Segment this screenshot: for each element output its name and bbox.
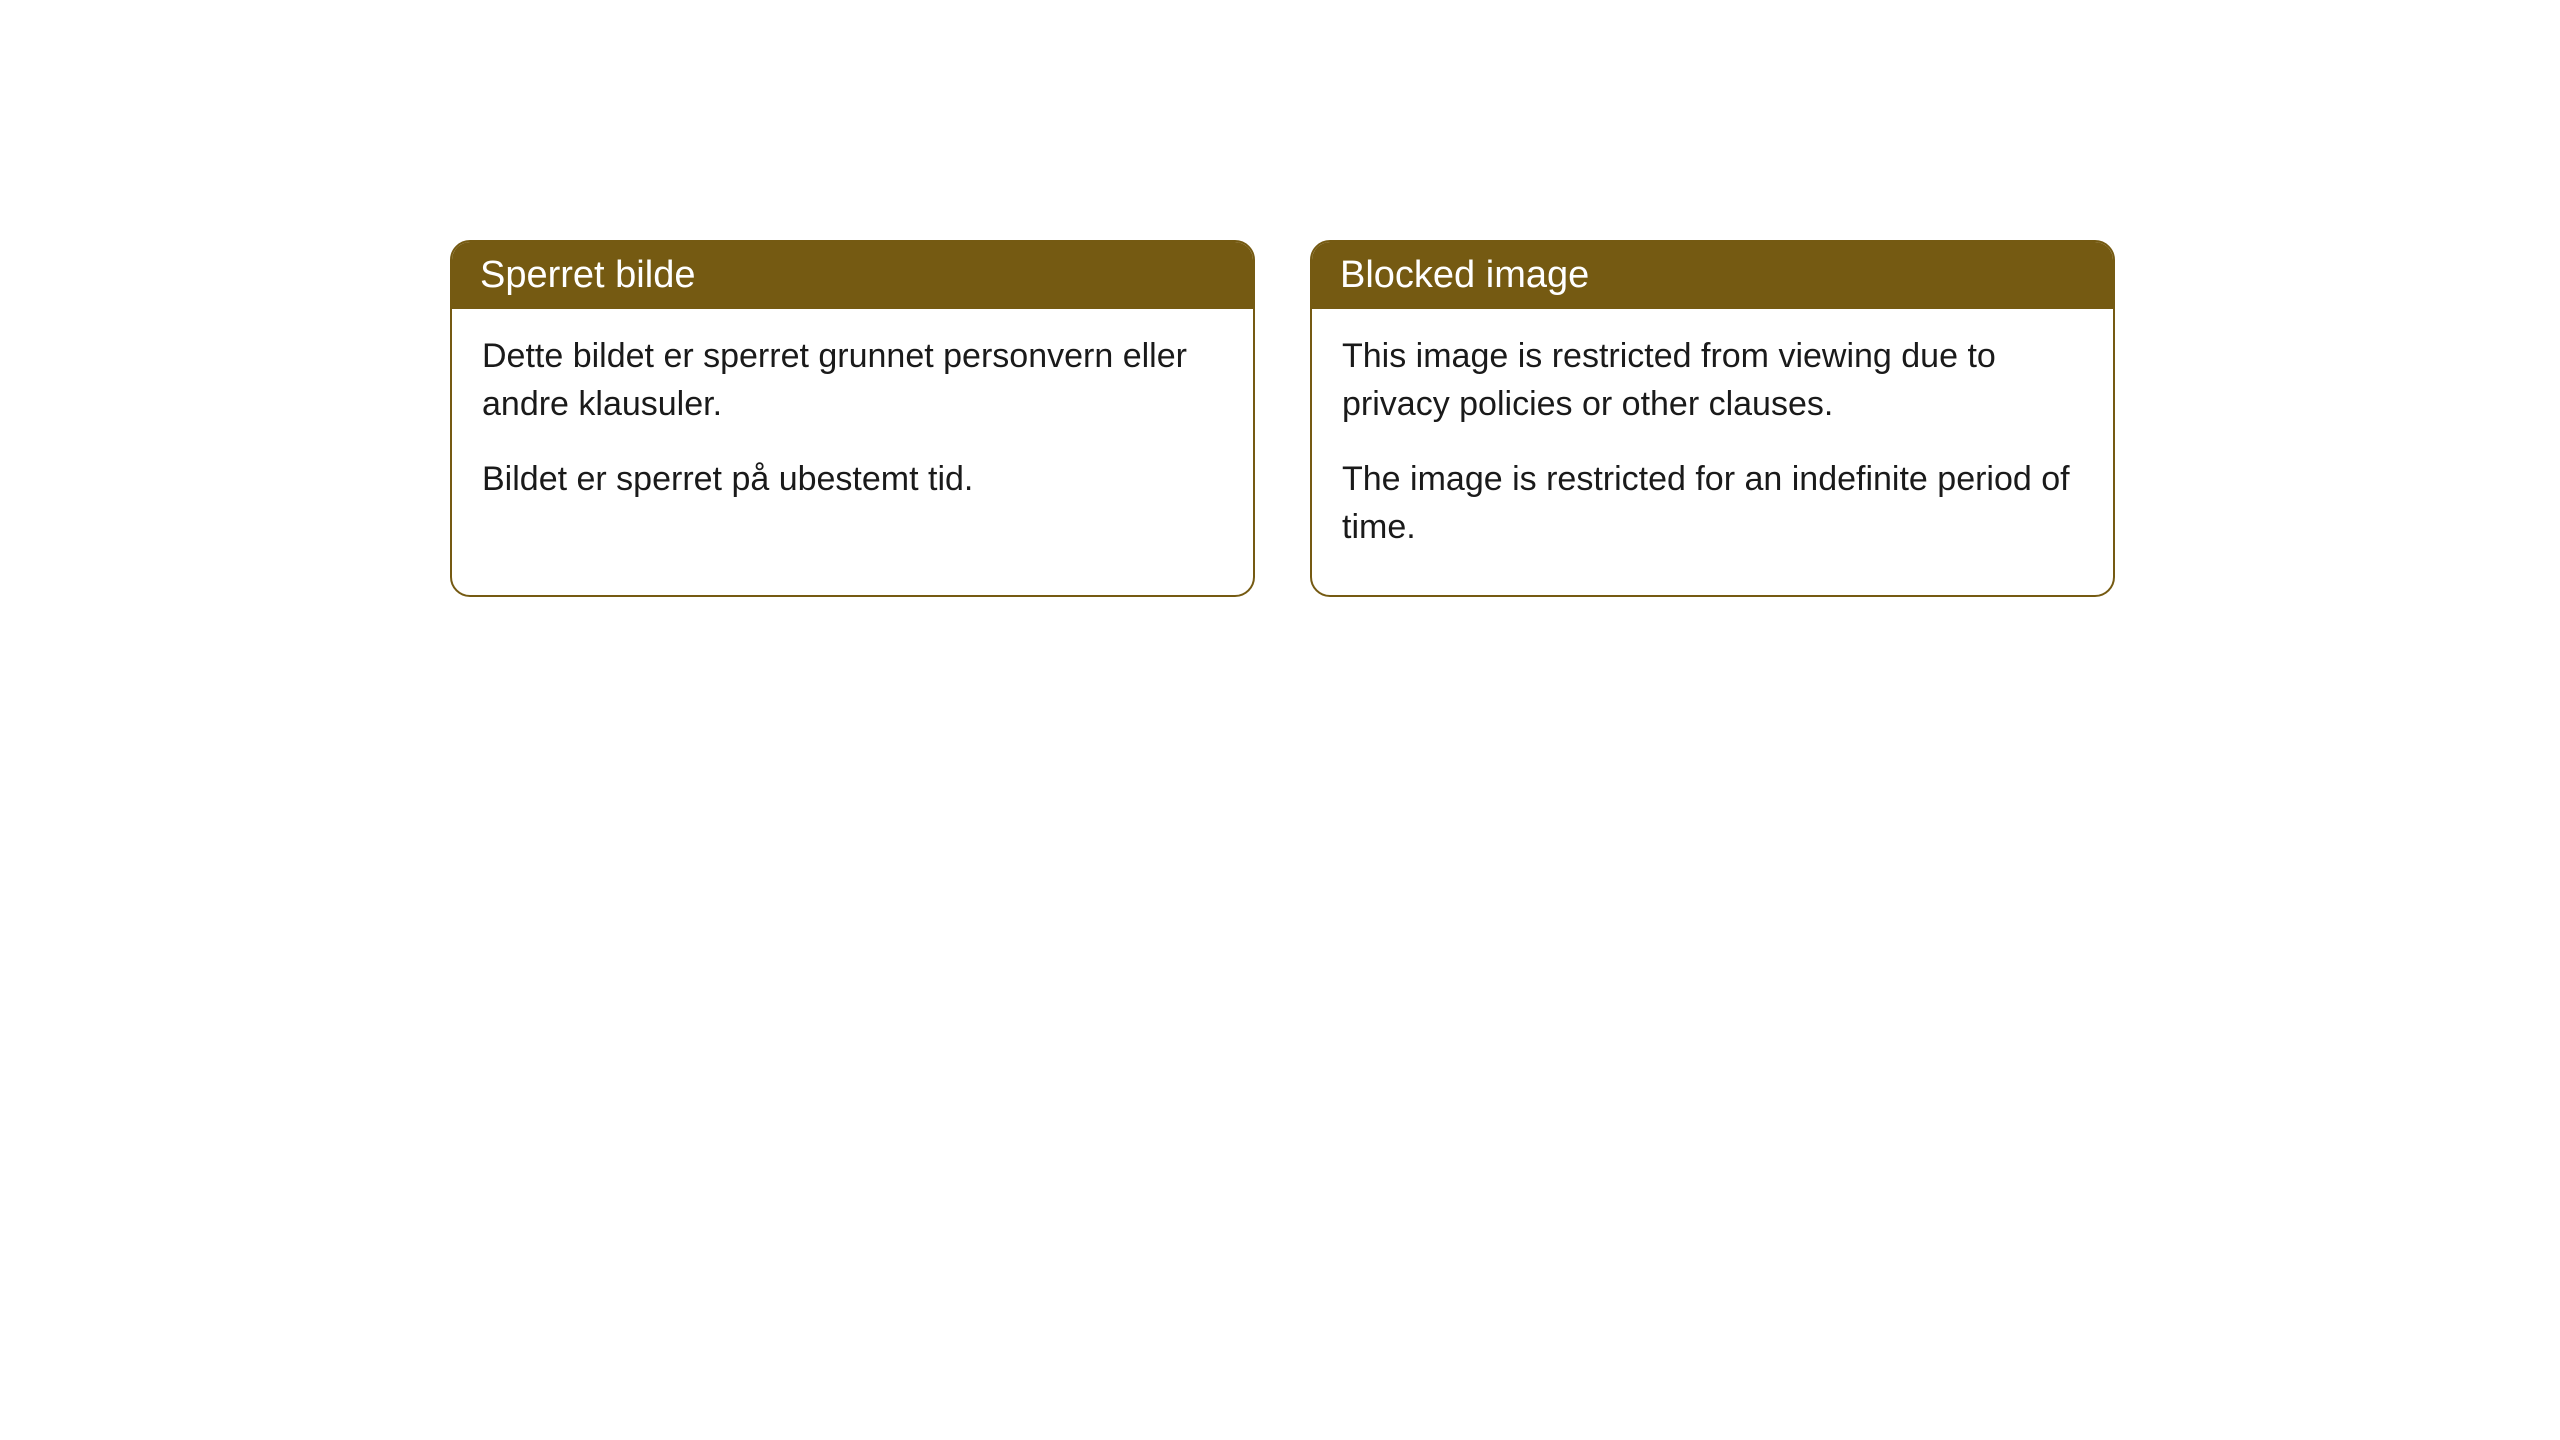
card-text-line2: The image is restricted for an indefinit… (1342, 456, 2083, 551)
card-norwegian: Sperret bilde Dette bildet er sperret gr… (450, 240, 1255, 597)
card-body-english: This image is restricted from viewing du… (1312, 309, 2113, 595)
card-english: Blocked image This image is restricted f… (1310, 240, 2115, 597)
card-text-line2: Bildet er sperret på ubestemt tid. (482, 456, 1223, 504)
card-text-line1: Dette bildet er sperret grunnet personve… (482, 333, 1223, 428)
cards-container: Sperret bilde Dette bildet er sperret gr… (450, 240, 2115, 597)
card-text-line1: This image is restricted from viewing du… (1342, 333, 2083, 428)
card-header-english: Blocked image (1312, 242, 2113, 309)
card-header-norwegian: Sperret bilde (452, 242, 1253, 309)
card-body-norwegian: Dette bildet er sperret grunnet personve… (452, 309, 1253, 548)
